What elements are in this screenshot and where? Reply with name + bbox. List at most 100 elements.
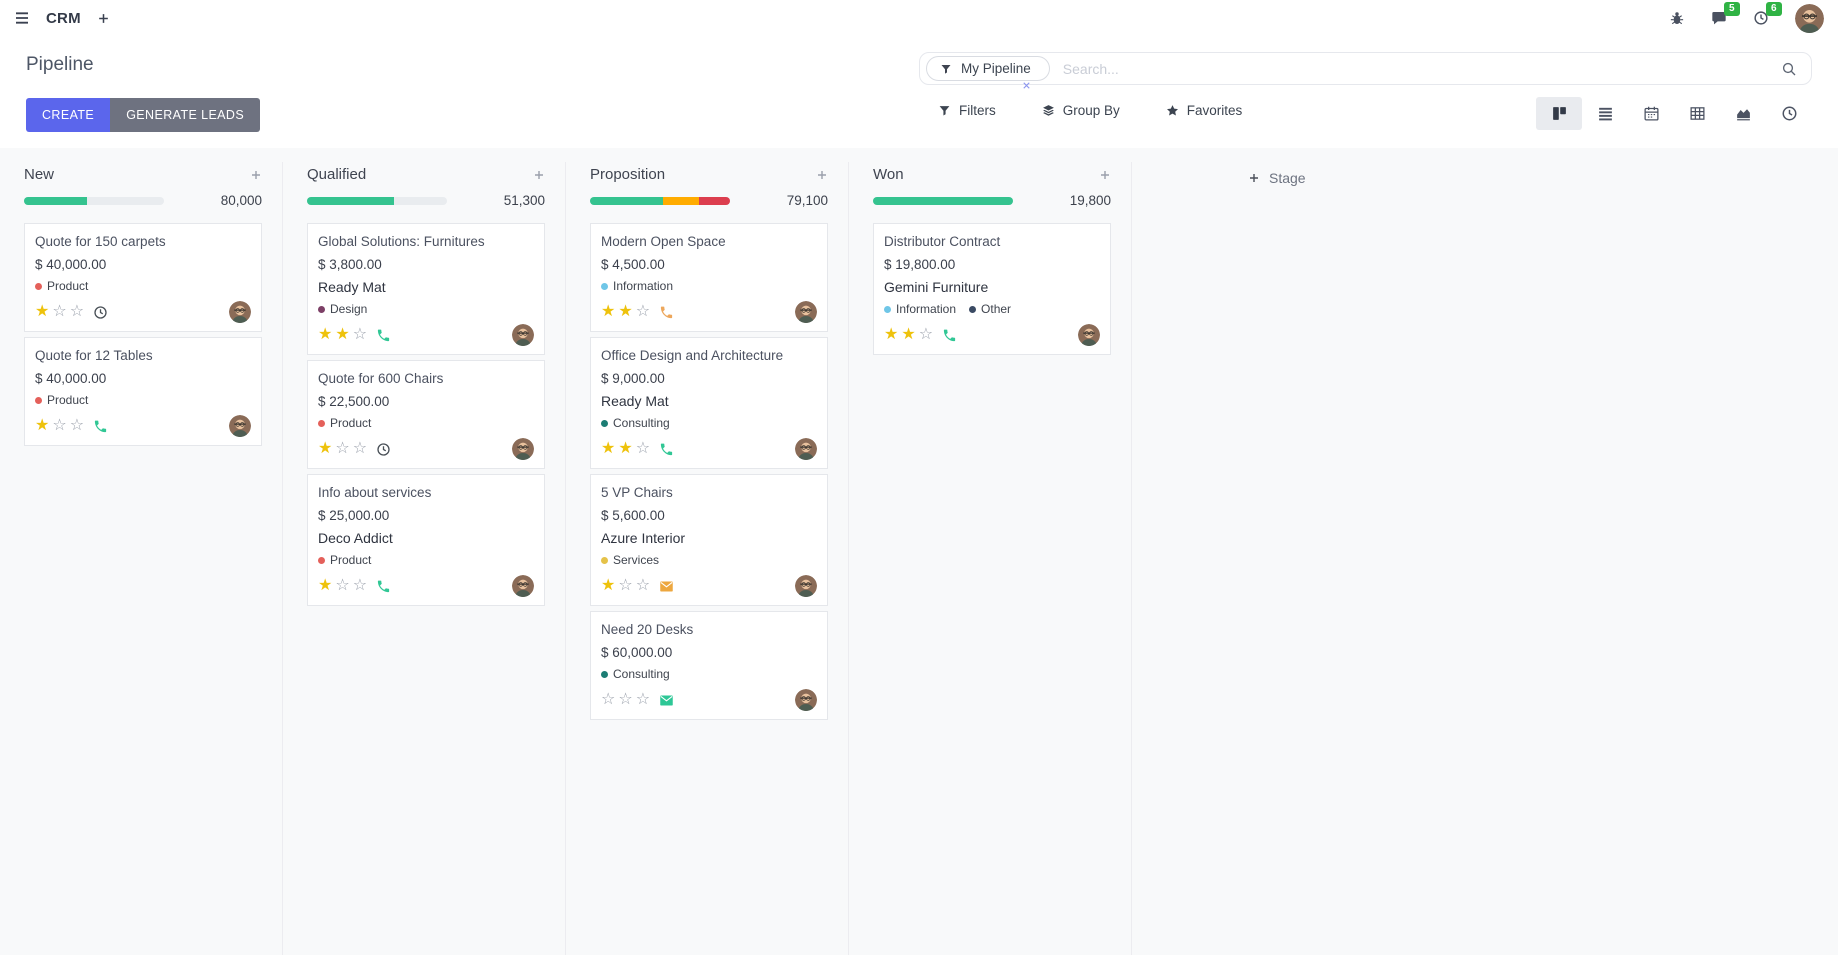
activity-view-icon[interactable] — [1766, 97, 1812, 130]
star-filled-icon[interactable]: ★ — [318, 440, 333, 457]
priority-widget[interactable]: ★ ★ ☆ — [884, 327, 933, 343]
kanban-view-icon[interactable] — [1536, 97, 1582, 130]
activity-phone-icon[interactable] — [942, 328, 957, 343]
add-record-icon[interactable] — [816, 169, 828, 181]
star-empty-icon[interactable]: ☆ — [69, 417, 85, 434]
graph-view-icon[interactable] — [1720, 97, 1766, 130]
salesperson-avatar[interactable] — [1078, 324, 1100, 346]
priority-widget[interactable]: ★ ☆ ☆ — [601, 578, 650, 594]
stage-progressbar[interactable] — [873, 196, 1013, 205]
priority-widget[interactable]: ★ ★ ☆ — [601, 441, 650, 457]
salesperson-avatar[interactable] — [795, 438, 817, 460]
star-filled-icon[interactable]: ★ — [318, 577, 333, 594]
list-view-icon[interactable] — [1582, 97, 1628, 130]
priority-widget[interactable]: ★ ★ ☆ — [601, 304, 650, 320]
kanban-card[interactable]: Quote for 600 Chairs $ 22,500.00 Product… — [307, 360, 545, 469]
group-by-menu[interactable]: Group By — [1042, 103, 1120, 118]
search-icon[interactable] — [1781, 61, 1797, 77]
star-empty-icon[interactable]: ☆ — [635, 303, 651, 320]
apps-menu-icon[interactable] — [14, 10, 30, 26]
activity-clock-icon[interactable] — [93, 305, 108, 320]
star-filled-icon[interactable]: ★ — [35, 417, 50, 434]
messages-icon[interactable] — [1711, 10, 1727, 26]
activity-phone-icon[interactable] — [93, 419, 108, 434]
kanban-card[interactable]: 5 VP Chairs $ 5,600.00 Azure Interior Se… — [590, 474, 828, 606]
star-empty-icon[interactable]: ☆ — [618, 691, 633, 708]
activity-envelope-icon[interactable] — [659, 579, 674, 594]
activity-clock-icon[interactable] — [376, 442, 391, 457]
star-empty-icon[interactable]: ☆ — [69, 303, 85, 320]
search-facet-my-pipeline[interactable]: My Pipeline — [926, 56, 1050, 89]
priority-widget[interactable]: ★ ☆ ☆ — [318, 441, 367, 457]
star-empty-icon[interactable]: ☆ — [352, 440, 368, 457]
add-record-icon[interactable] — [533, 169, 545, 181]
stage-progressbar[interactable] — [24, 196, 164, 205]
kanban-card[interactable]: Modern Open Space $ 4,500.00 Information… — [590, 223, 828, 332]
search-bar[interactable]: My Pipeline — [919, 52, 1812, 89]
star-filled-icon[interactable]: ★ — [901, 326, 916, 343]
pivot-view-icon[interactable] — [1674, 97, 1720, 130]
activity-envelope-icon[interactable] — [659, 693, 674, 708]
calendar-view-icon[interactable] — [1628, 97, 1674, 130]
star-empty-icon[interactable]: ☆ — [52, 417, 67, 434]
create-button[interactable]: CREATE — [26, 98, 111, 132]
debug-bug-icon[interactable] — [1669, 10, 1685, 26]
priority-widget[interactable]: ★ ★ ☆ — [318, 327, 367, 343]
salesperson-avatar[interactable] — [229, 415, 251, 437]
kanban-card[interactable]: Need 20 Desks $ 60,000.00 Consulting ☆ ☆ ☆ — [590, 611, 828, 720]
star-empty-icon[interactable]: ☆ — [635, 440, 651, 457]
star-empty-icon[interactable]: ☆ — [635, 577, 651, 594]
search-input[interactable] — [1060, 59, 1781, 78]
filters-menu[interactable]: Filters — [938, 103, 996, 118]
kanban-card[interactable]: Quote for 150 carpets $ 40,000.00 Produc… — [24, 223, 262, 332]
salesperson-avatar[interactable] — [512, 438, 534, 460]
generate-leads-button[interactable]: GENERATE LEADS — [110, 98, 261, 132]
stage-progressbar[interactable] — [307, 196, 447, 205]
star-empty-icon[interactable]: ☆ — [335, 440, 350, 457]
activity-phone-icon[interactable] — [659, 442, 674, 457]
star-filled-icon[interactable]: ★ — [884, 326, 899, 343]
salesperson-avatar[interactable] — [795, 689, 817, 711]
star-empty-icon[interactable]: ☆ — [352, 577, 368, 594]
star-filled-icon[interactable]: ★ — [335, 326, 350, 343]
salesperson-avatar[interactable] — [795, 575, 817, 597]
add-record-icon[interactable] — [1099, 169, 1111, 181]
star-filled-icon[interactable]: ★ — [618, 440, 633, 457]
star-empty-icon[interactable]: ☆ — [52, 303, 67, 320]
new-window-plus-icon[interactable] — [97, 12, 110, 25]
star-empty-icon[interactable]: ☆ — [618, 577, 633, 594]
stage-progressbar[interactable] — [590, 196, 730, 205]
kanban-card[interactable]: Distributor Contract $ 19,800.00 Gemini … — [873, 223, 1111, 355]
salesperson-avatar[interactable] — [512, 324, 534, 346]
star-empty-icon[interactable]: ☆ — [352, 326, 368, 343]
star-empty-icon[interactable]: ☆ — [635, 691, 651, 708]
star-filled-icon[interactable]: ★ — [601, 440, 616, 457]
priority-widget[interactable]: ☆ ☆ ☆ — [601, 692, 650, 708]
kanban-card[interactable]: Quote for 12 Tables $ 40,000.00 Product … — [24, 337, 262, 446]
star-empty-icon[interactable]: ☆ — [918, 326, 934, 343]
activity-phone-icon[interactable] — [376, 328, 391, 343]
star-empty-icon[interactable]: ☆ — [601, 691, 616, 708]
kanban-card[interactable]: Office Design and Architecture $ 9,000.0… — [590, 337, 828, 469]
add-record-icon[interactable] — [250, 169, 262, 181]
priority-widget[interactable]: ★ ☆ ☆ — [318, 578, 367, 594]
activity-phone-icon[interactable] — [376, 579, 391, 594]
salesperson-avatar[interactable] — [229, 301, 251, 323]
activity-phone-icon[interactable] — [659, 305, 674, 320]
star-filled-icon[interactable]: ★ — [318, 326, 333, 343]
star-filled-icon[interactable]: ★ — [35, 303, 50, 320]
priority-widget[interactable]: ★ ☆ ☆ — [35, 304, 84, 320]
facet-remove-icon[interactable] — [1021, 80, 1032, 91]
add-stage-button[interactable]: Stage — [1132, 162, 1306, 186]
star-empty-icon[interactable]: ☆ — [335, 577, 350, 594]
kanban-card[interactable]: Global Solutions: Furnitures $ 3,800.00 … — [307, 223, 545, 355]
salesperson-avatar[interactable] — [795, 301, 817, 323]
priority-widget[interactable]: ★ ☆ ☆ — [35, 418, 84, 434]
salesperson-avatar[interactable] — [512, 575, 534, 597]
star-filled-icon[interactable]: ★ — [601, 577, 616, 594]
user-avatar[interactable] — [1795, 3, 1824, 33]
star-filled-icon[interactable]: ★ — [618, 303, 633, 320]
favorites-menu[interactable]: Favorites — [1166, 103, 1242, 118]
app-name[interactable]: CRM — [46, 9, 81, 27]
activities-clock-icon[interactable] — [1753, 10, 1769, 26]
